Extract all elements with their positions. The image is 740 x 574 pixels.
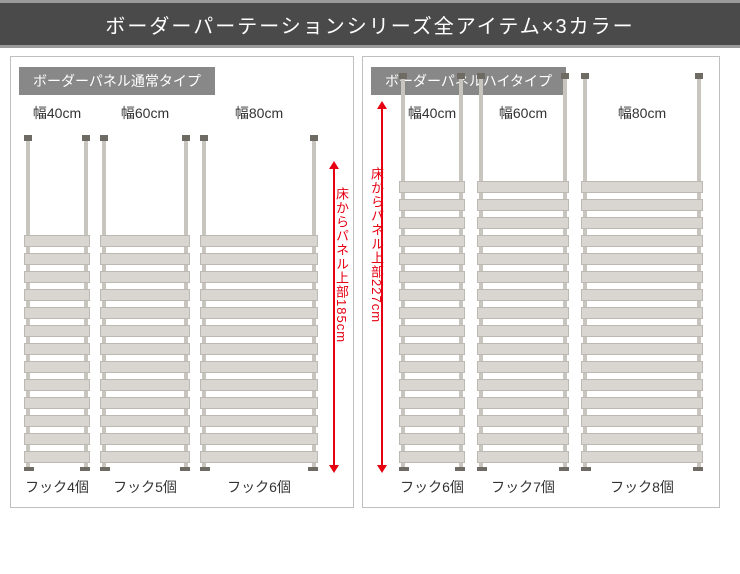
height-label: 床からパネル上部185cm — [332, 187, 351, 343]
width-labels-normal: 幅40cm 幅60cm 幅80cm — [19, 103, 345, 131]
panel-row-normal — [19, 131, 345, 467]
hook-label: フック8個 — [610, 477, 674, 497]
hook-label: フック4個 — [25, 477, 89, 497]
width-label: 幅80cm — [235, 103, 283, 123]
hook-label: フック6個 — [227, 477, 291, 497]
ladder-panel — [399, 75, 465, 467]
group-high: ボーダーパネルハイタイプ 幅40cm 幅60cm 幅80cm 床からパネル上部2… — [362, 56, 720, 508]
group-title-normal: ボーダーパネル通常タイプ — [19, 67, 215, 95]
panel-row-high — [371, 69, 711, 467]
ladder-panel — [200, 137, 318, 467]
hook-label: フック5個 — [113, 477, 177, 497]
ladder-panel — [477, 75, 569, 467]
hook-label: フック7個 — [491, 477, 555, 497]
hook-labels-high: フック6個 フック7個 フック8個 — [371, 467, 711, 497]
hook-labels-normal: フック4個 フック5個 フック6個 — [19, 467, 345, 497]
height-label: 床からパネル上部227cm — [367, 167, 386, 323]
ladder-panel — [581, 75, 703, 467]
width-label: 幅60cm — [121, 103, 169, 123]
page-header: ボーダーパーテーションシリーズ全アイテム×3カラー — [0, 0, 740, 48]
width-label: 幅40cm — [33, 103, 81, 123]
content-row: ボーダーパネル通常タイプ 幅40cm 幅60cm 幅80cm 床からパネル上部1… — [0, 48, 740, 516]
page-title: ボーダーパーテーションシリーズ全アイテム×3カラー — [105, 10, 634, 39]
group-normal: ボーダーパネル通常タイプ 幅40cm 幅60cm 幅80cm 床からパネル上部1… — [10, 56, 354, 508]
ladder-panel — [100, 137, 190, 467]
ladder-panel — [24, 137, 90, 467]
hook-label: フック6個 — [400, 477, 464, 497]
